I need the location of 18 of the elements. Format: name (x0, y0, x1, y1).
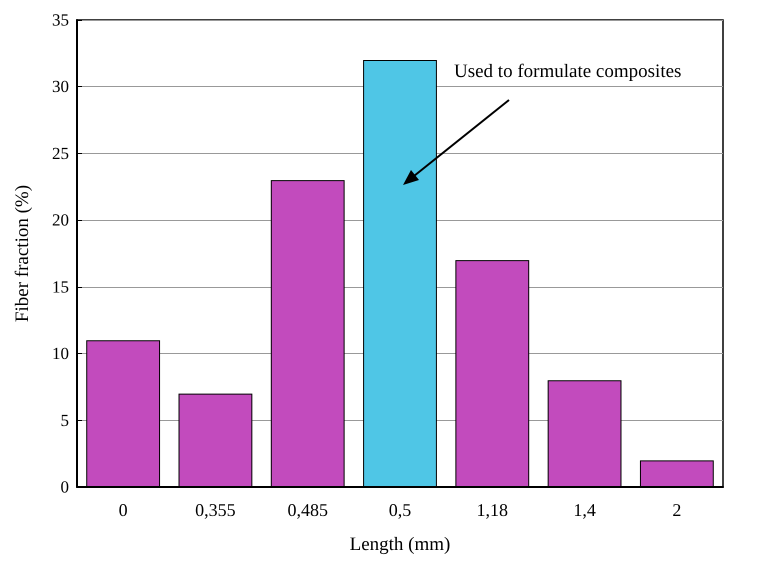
x-tick-label: 0,355 (195, 500, 236, 520)
y-tick-label: 30 (52, 77, 69, 96)
x-tick-label: 0,5 (388, 500, 412, 520)
y-tick-label: 35 (52, 10, 69, 30)
y-tick-label: 0 (60, 478, 69, 496)
x-tick-label: 0 (118, 500, 128, 520)
y-tick-label: 10 (52, 344, 69, 364)
x-tick-label: 1,4 (573, 500, 596, 520)
x-tick-label: 1,18 (476, 500, 508, 520)
y-tick-label: 15 (52, 277, 69, 296)
y-tick-label: 5 (60, 410, 69, 430)
y-tick-label: 25 (52, 144, 69, 163)
x-tick-label: 2 (672, 500, 682, 520)
annotation: Used to formulate composites (454, 61, 682, 82)
x-axis-title: Length (mm) (350, 534, 450, 555)
y-tick-label: 20 (52, 210, 69, 230)
x-tick-label: 0,485 (287, 500, 328, 520)
y-axis-title: Fiber fraction (%) (12, 184, 33, 322)
